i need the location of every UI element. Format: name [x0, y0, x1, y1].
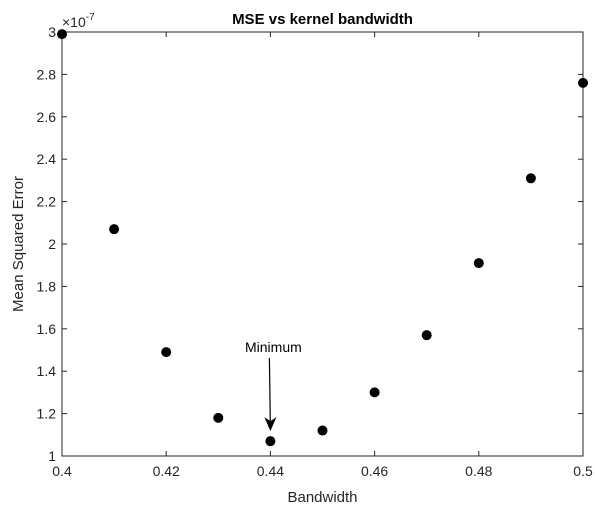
chart-title: MSE vs kernel bandwidth	[232, 11, 413, 28]
annotation-arrow-shaft	[268, 357, 271, 430]
data-point	[265, 436, 276, 447]
y-axis-title: Mean Squared Error	[10, 176, 27, 312]
data-point	[473, 258, 484, 269]
data-point	[525, 173, 536, 184]
data-point	[317, 425, 328, 436]
data-point	[369, 387, 380, 398]
y-tick-label: 2.8	[37, 66, 57, 82]
data-point	[421, 330, 432, 341]
data-point	[161, 347, 172, 358]
x-tick-label: 0.5	[573, 463, 593, 479]
x-axis-title: Bandwidth	[287, 489, 357, 506]
y-tick-label: 2.6	[37, 109, 57, 125]
x-tick-label: 0.42	[153, 463, 180, 479]
data-point	[109, 224, 120, 235]
y-tick-label: 1	[48, 448, 56, 464]
x-tick-label: 0.44	[257, 463, 284, 479]
y-tick-label: 1.2	[37, 406, 57, 422]
y-tick-label: 1.6	[37, 321, 57, 337]
annotation-arrow-head	[264, 417, 277, 432]
y-axis-exponent: ×10-7	[62, 12, 95, 30]
y-tick-label: 2.2	[37, 194, 57, 210]
y-axis-exponent-power: -7	[86, 12, 95, 23]
y-axis-exponent-base: ×10	[62, 14, 86, 30]
x-tick-label: 0.48	[465, 463, 492, 479]
annotation-label: Minimum	[245, 339, 302, 355]
y-tick-label: 3	[48, 24, 56, 40]
data-point	[578, 77, 588, 88]
data-point	[213, 412, 224, 423]
y-tick-label: 1.8	[37, 278, 57, 294]
y-tick-label: 2	[48, 236, 56, 252]
y-tick-label: 2.4	[37, 151, 57, 167]
x-tick-label: 0.46	[361, 463, 388, 479]
plot-area: 0.4 0.42 0.44 0.46 0.48 0.5 1 1.2 1.4 1.6 1.8 2 2.2 2…	[37, 24, 593, 479]
x-tick-label: 0.4	[52, 463, 72, 479]
y-tick-label: 1.4	[37, 363, 57, 379]
data-point	[57, 29, 67, 40]
